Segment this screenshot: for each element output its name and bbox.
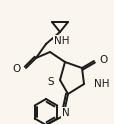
Text: N: N xyxy=(62,108,69,118)
Text: O: O xyxy=(98,55,106,65)
Text: O: O xyxy=(13,64,21,74)
Text: S: S xyxy=(47,77,54,87)
Text: NH: NH xyxy=(54,36,69,46)
Text: NH: NH xyxy=(93,79,109,89)
